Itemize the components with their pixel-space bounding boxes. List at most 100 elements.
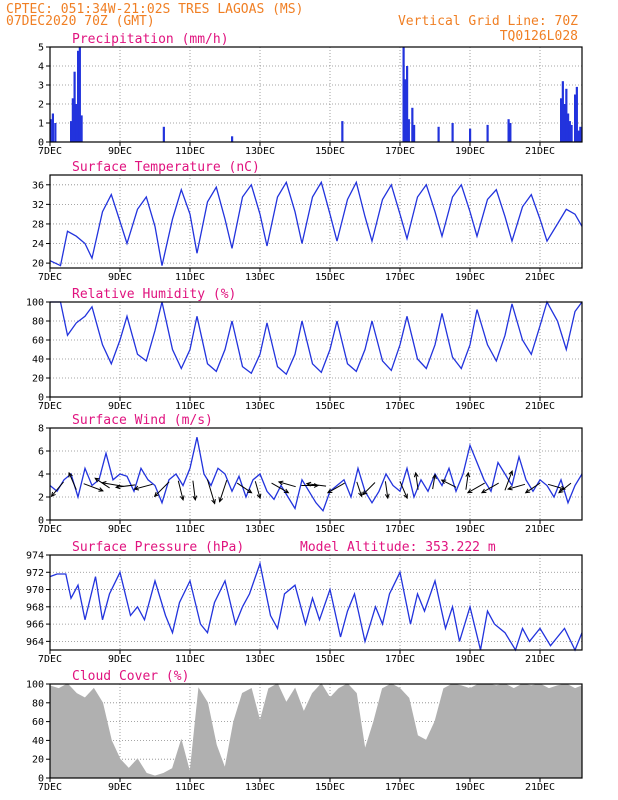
wind-ytick-label: 0 [38,516,44,527]
wind-vector-shaft [547,483,565,490]
cloud-xtick-label: 13DEC [245,782,275,793]
cloud-ytick-label: 100 [26,680,44,691]
temp-xtick-label: 11DEC [175,272,205,283]
precip-bar [162,126,165,142]
wind-vector-head [283,488,290,494]
cloud-xtick-label: 19DEC [455,782,485,793]
pressure-xtick-label: 13DEC [245,654,275,665]
wind-vector-shaft [254,481,261,499]
wind-vector-shaft [441,479,457,488]
cloud-ytick-label: 60 [32,717,44,728]
wind-vector-head [524,488,531,494]
cloud-xtick-label: 7DEC [38,782,62,793]
wind-vector-shaft [83,483,104,492]
wind-vector-shaft [508,483,526,490]
precip-bar [341,121,344,142]
wind-vector-shaft [306,483,327,487]
wind-xtick-label: 15DEC [315,524,345,535]
precip-bar [402,47,405,142]
pressure-line [49,561,583,652]
wind-vector-head [247,488,253,494]
precip-ytick-label: 5 [38,43,44,54]
wind-vector-head [68,471,73,478]
precip-bar [574,94,577,142]
panel-pressure: Surface Pressure (hPa) Model Altitude: 35… [26,540,583,665]
wind-vector-head [326,488,333,494]
precip-bar [575,86,578,142]
wind-frame [49,427,583,521]
cloud-ytick-label: 0 [38,774,44,785]
wind-vector-head [432,473,437,480]
pressure-xtick-label: 17DEC [385,654,415,665]
wind-vector-shaft [236,482,252,494]
header-run-date: 07DEC2020 70Z (GMT) [6,14,155,29]
temp-xtick-label: 9DEC [108,272,132,283]
rh-xtick-label: 15DEC [315,401,345,412]
wind-ytick-label: 6 [38,447,44,458]
precip-bar [75,104,78,142]
precip-bar [579,126,582,142]
precip-xtick-label: 11DEC [175,146,205,157]
precip-bar [577,130,580,142]
precip-bar [231,136,234,142]
temp-ytick-label: 24 [32,239,44,250]
wind-ytick-label: 2 [38,493,44,504]
rh-title: Relative Humidity (%) [72,287,236,302]
cloud-xtick-label: 9DEC [108,782,132,793]
wind-vector-shaft [51,481,64,497]
wind-vector-shaft [362,482,376,495]
wind-vector-head [403,493,408,500]
wind-vector-head [507,485,513,491]
pressure-ytick-label: 964 [26,637,44,648]
wind-vector-head [358,491,363,498]
wind-vector-head [384,493,390,500]
pressure-xtick-label: 19DEC [455,654,485,665]
temp-xtick-label: 13DEC [245,272,275,283]
rh-ytick-label: 0 [38,393,44,404]
wind-vector-shaft [154,481,170,497]
wind-vector-shaft [481,482,499,494]
precip-bar [78,47,81,142]
precip-bar [561,81,564,142]
precip-xtick-label: 17DEC [385,146,415,157]
cloud-ytick-label: 20 [32,755,44,766]
rh-ytick-label: 80 [32,317,44,328]
precip-bar [509,123,512,142]
precip-xtick-label: 13DEC [245,146,275,157]
wind-vector-shaft [327,482,345,494]
wind-xtick-label: 13DEC [245,524,275,535]
rh-xtick-label: 17DEC [385,401,415,412]
precip-bar [486,124,489,142]
rh-ytick-label: 20 [32,374,44,385]
pressure-xtick-label: 7DEC [38,654,62,665]
precip-ytick-label: 1 [38,119,44,130]
precip-xtick-label: 7DEC [38,146,62,157]
wind-vector-shaft [432,474,436,490]
rh-line [50,300,583,376]
wind-ytick-label: 8 [38,424,44,435]
wind-vector-shaft [116,484,136,488]
rh-ytick-label: 60 [32,336,44,347]
rh-xtick-label: 9DEC [108,401,132,412]
wind-vector-shaft [206,479,216,504]
wind-vector-head [114,484,121,490]
precip-xtick-label: 19DEC [455,146,485,157]
wind-vector-shaft [356,481,363,497]
wind-vector-shaft [101,482,124,487]
rh-xtick-label: 13DEC [245,401,275,412]
wind-vector-shaft [271,482,289,494]
precip-title: Precipitation (mm/h) [72,32,229,47]
precip-ytick-label: 2 [38,100,44,111]
wind-vector-head [153,491,160,498]
precip-bar [80,115,83,142]
header-grid-note: Vertical Grid Line: 70Z [398,14,578,29]
cloud-xtick-label: 17DEC [385,782,415,793]
wind-vector-shaft [177,480,184,501]
precip-bar [70,121,73,142]
wind-xtick-label: 17DEC [385,524,415,535]
wind-line [49,437,583,513]
pressure-xtick-label: 11DEC [175,654,205,665]
wind-vector-head [133,485,140,491]
rh-xtick-label: 7DEC [38,401,62,412]
panel-precip: Precipitation (mm/h) 0 1 2 3 4 5 7DEC 9DEC 11DEC 1… [38,32,583,157]
